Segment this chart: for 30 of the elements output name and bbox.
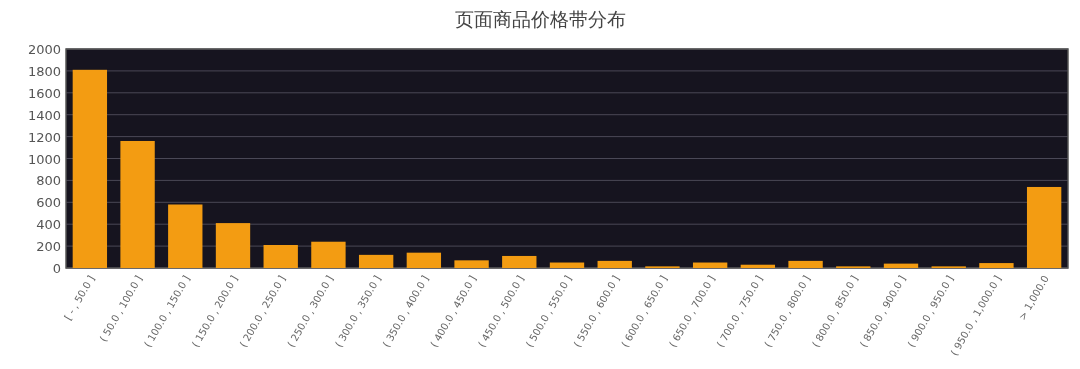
y-tick-label: 2000 [27, 42, 61, 57]
bar [120, 140, 155, 268]
bar [215, 223, 251, 268]
bar [72, 69, 108, 268]
bar [692, 262, 728, 268]
y-tick-label: 0 [52, 261, 61, 276]
bar [358, 254, 394, 268]
bar [788, 260, 823, 268]
y-tick-label: 600 [36, 195, 61, 211]
y-tick-label: 800 [36, 173, 61, 189]
bar [549, 262, 585, 268]
bar [263, 245, 298, 268]
y-tick-label: 1200 [27, 129, 61, 145]
bar [454, 260, 489, 268]
y-tick-label: 1000 [27, 151, 61, 167]
y-tick-label: 1800 [27, 63, 61, 79]
y-tick-label: 400 [36, 217, 61, 233]
bar [597, 260, 632, 268]
y-tick-label: 1400 [27, 107, 61, 123]
bar [883, 263, 919, 268]
bar [979, 263, 1014, 268]
y-tick-label: 1600 [27, 85, 61, 101]
bar [168, 204, 203, 268]
bar [406, 252, 442, 268]
bar [502, 255, 537, 268]
bar [311, 241, 346, 268]
bar [740, 264, 776, 268]
bar [1026, 186, 1062, 268]
chart-title: 页面商品价格带分布 [454, 8, 626, 30]
y-tick-label: 200 [36, 239, 61, 255]
